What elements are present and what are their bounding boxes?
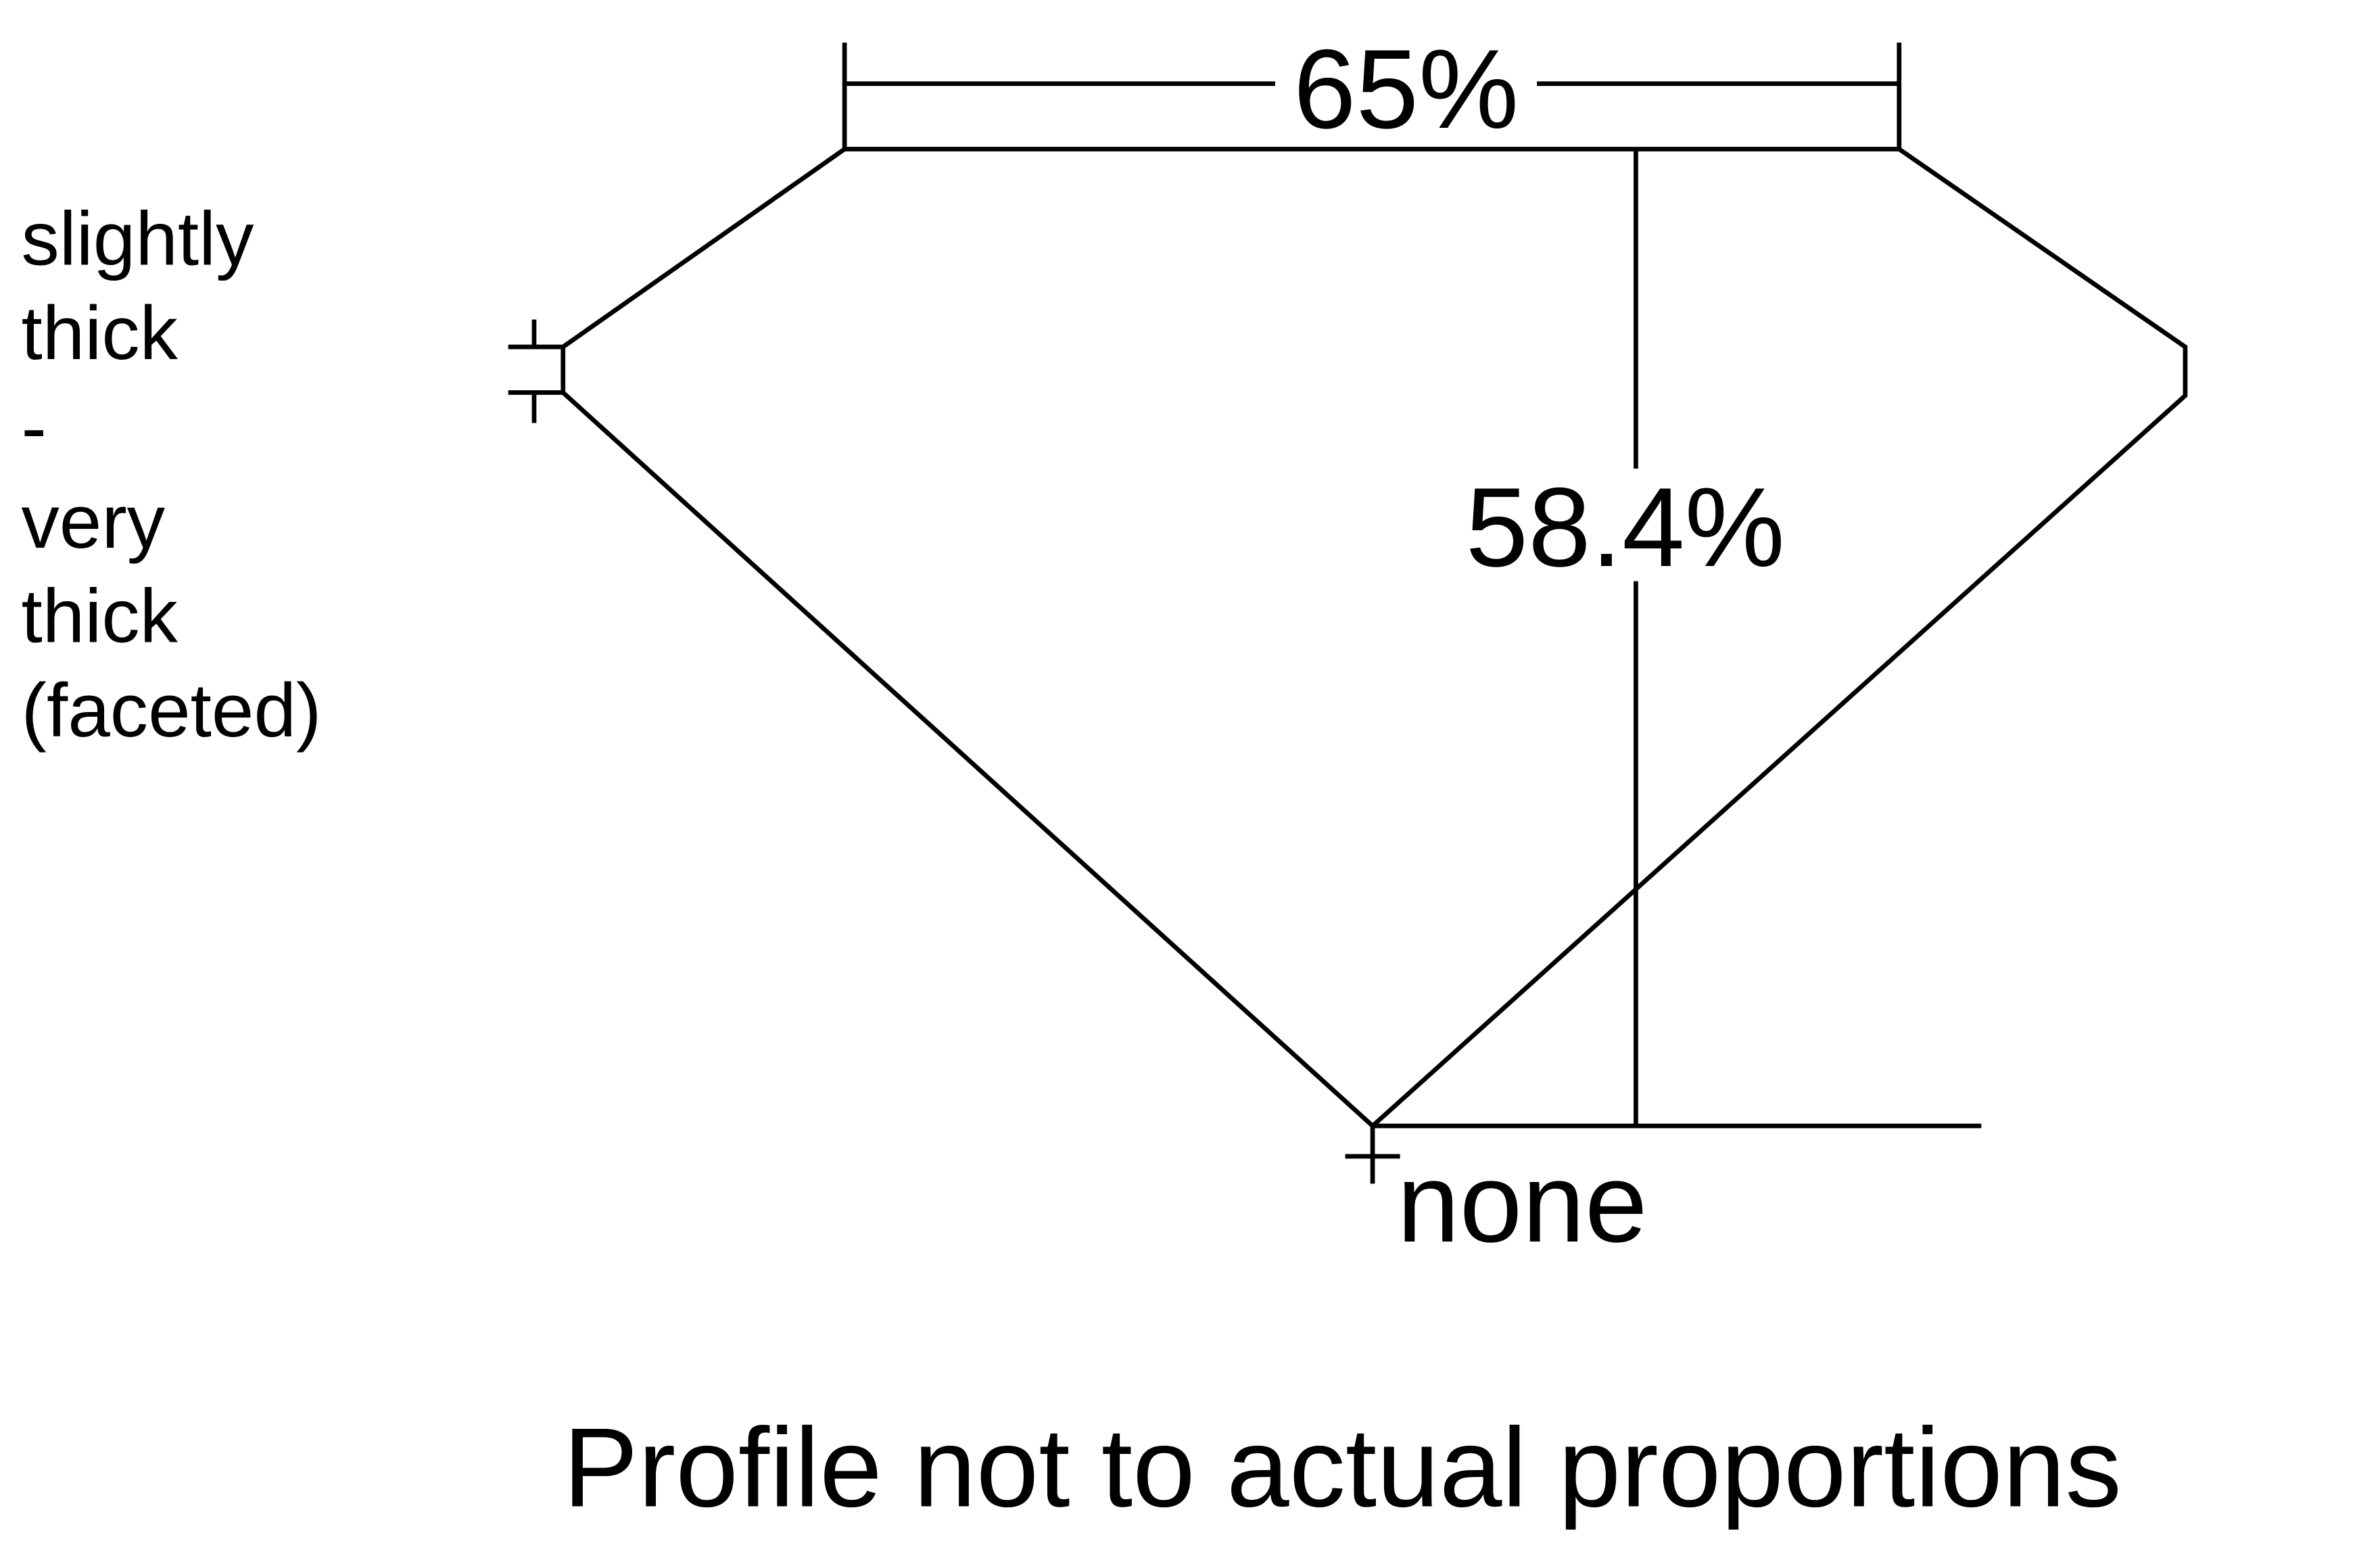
girdle-label: slightly thick - very thick (faceted) (22, 196, 322, 753)
culet-marker (1345, 1126, 1400, 1184)
total-depth-label: 58.4% (1466, 465, 1785, 590)
table-dimension: 65% (842, 26, 1902, 152)
svg-text:thick: thick (22, 290, 178, 375)
svg-text:-: - (22, 385, 47, 470)
svg-text:(faceted): (faceted) (22, 667, 322, 753)
svg-text:thick: thick (22, 573, 178, 659)
gem-outline (561, 147, 2188, 1129)
svg-text:very: very (22, 479, 166, 564)
table-width-label: 65% (1293, 26, 1519, 152)
culet-label: none (1397, 1140, 1647, 1266)
svg-text:slightly: slightly (22, 196, 255, 281)
footnote: Profile not to actual proportions (563, 1405, 2122, 1531)
girdle-markers (508, 319, 563, 423)
